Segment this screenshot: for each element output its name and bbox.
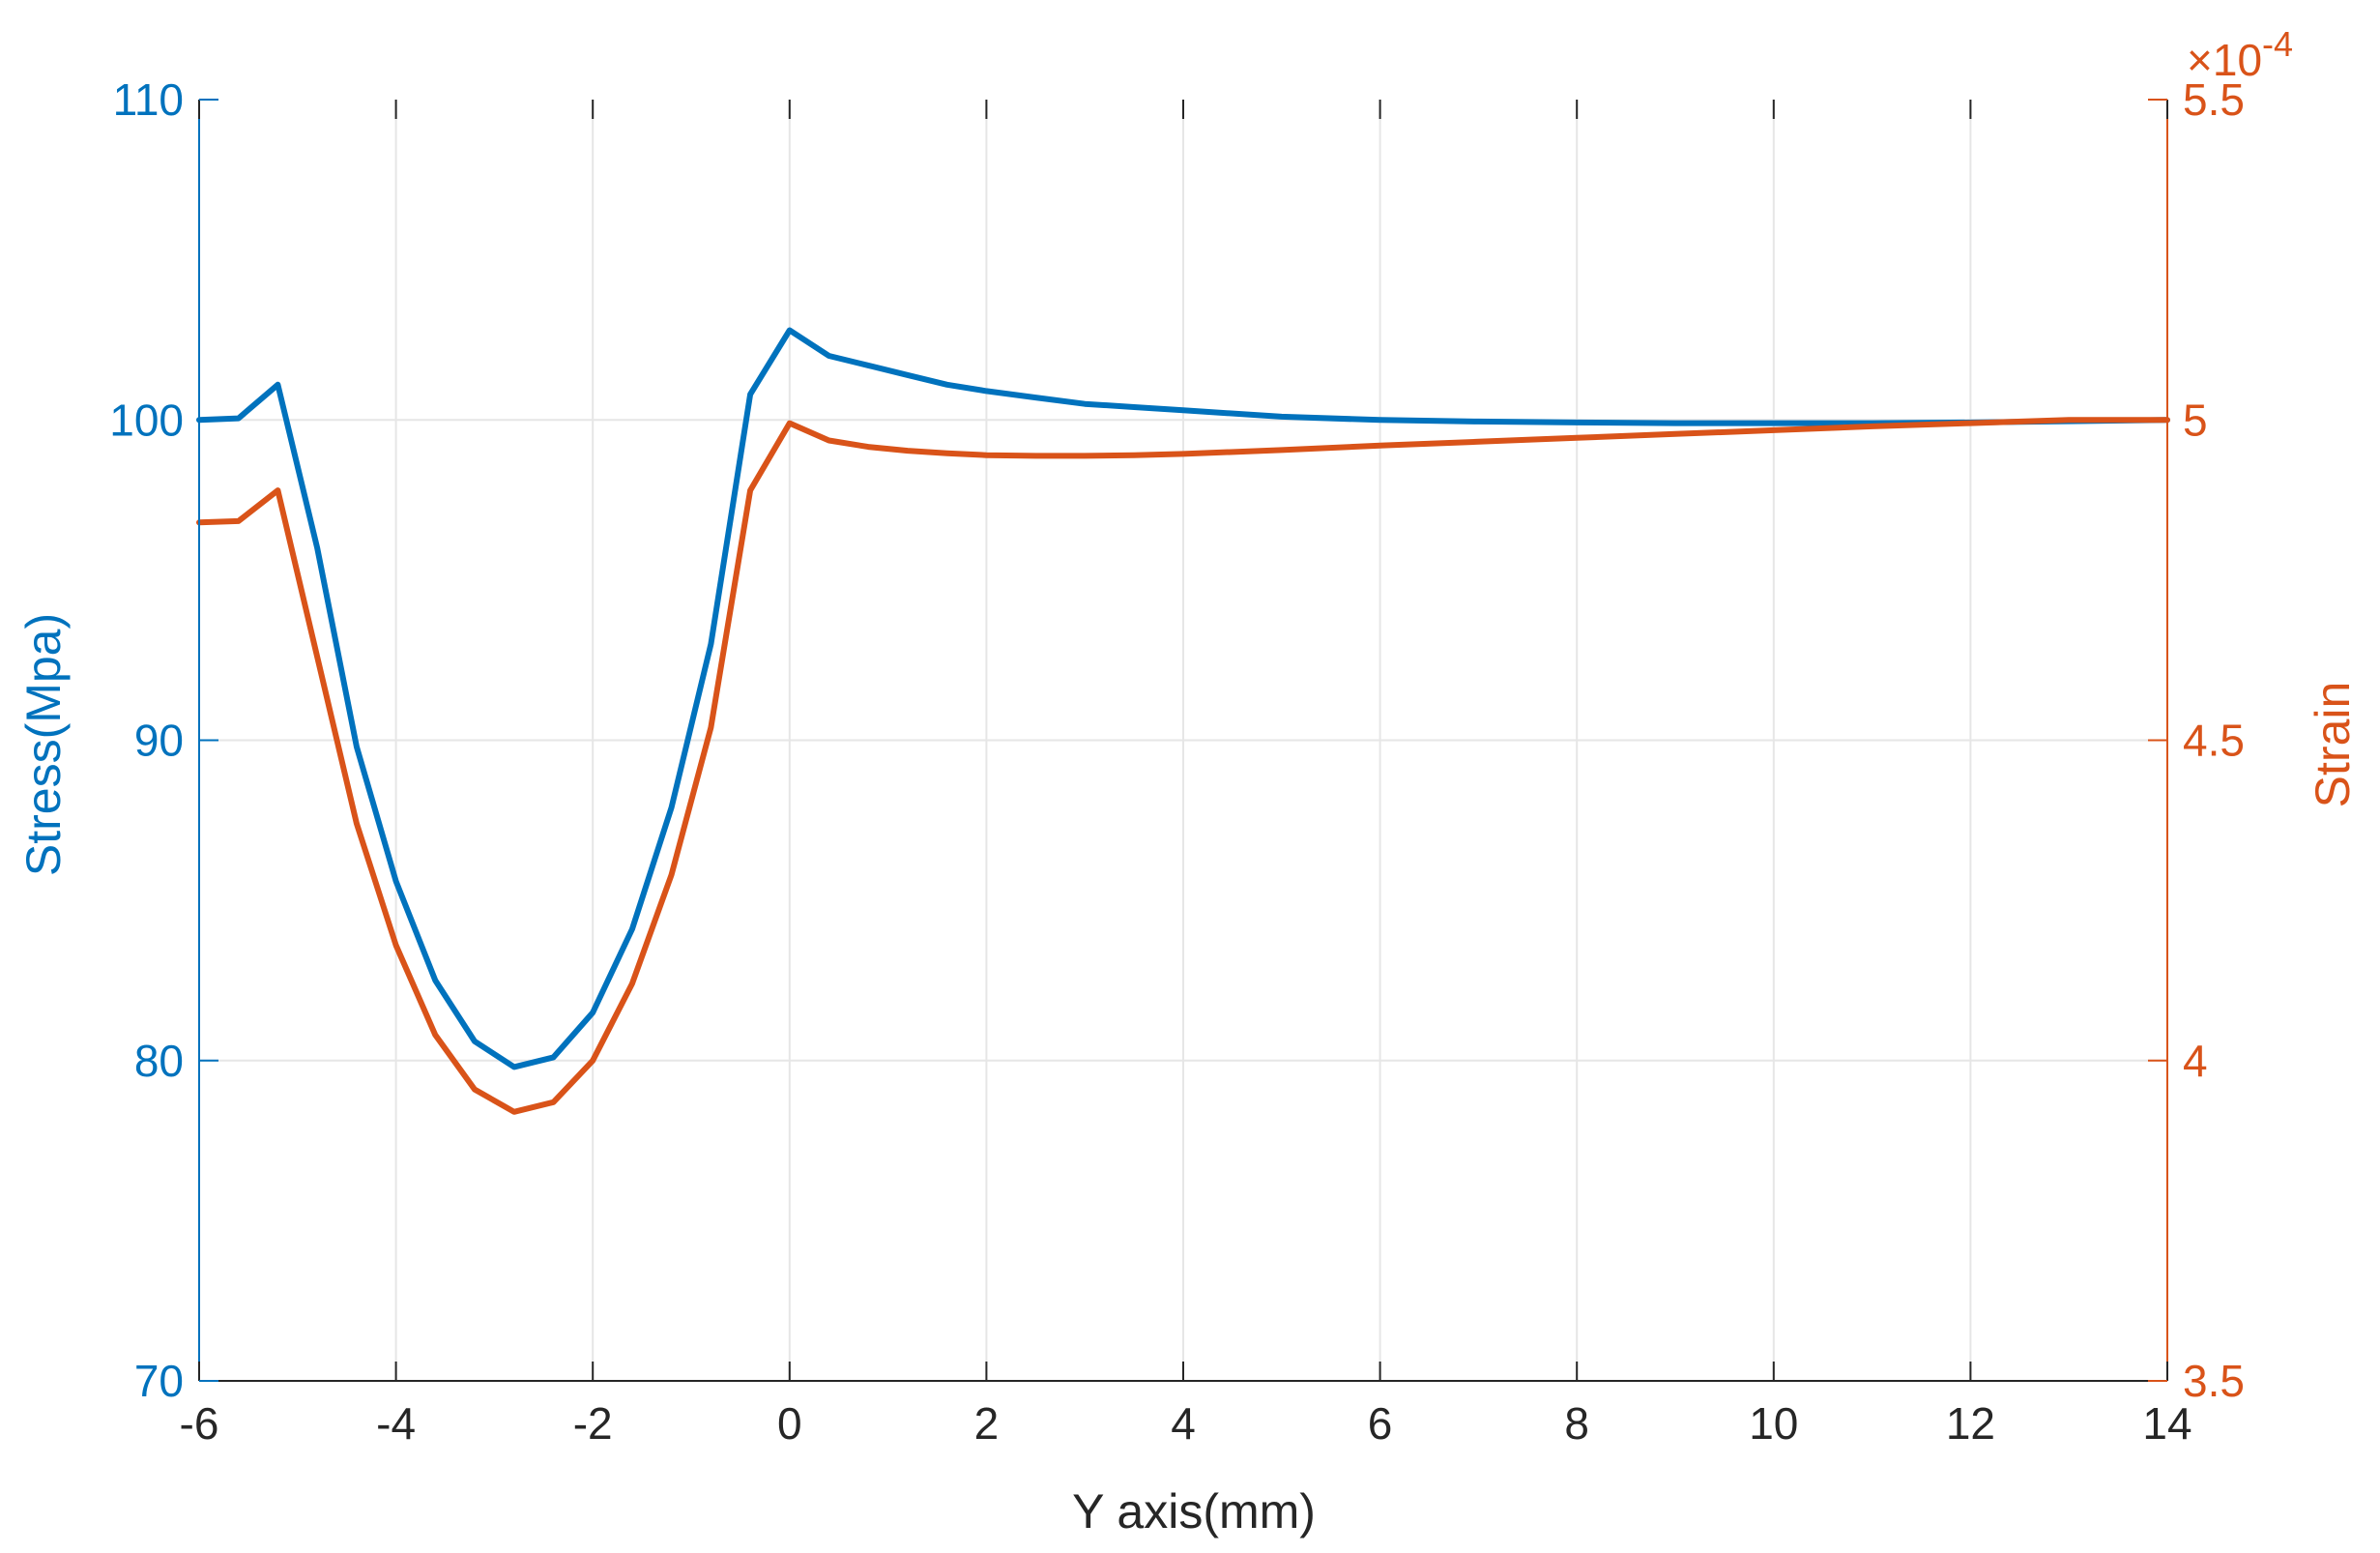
y-left-tick-label: 80 [134,1036,184,1086]
x-tick-label: -4 [376,1398,416,1449]
right-axis-exponent-power: -4 [2262,24,2293,64]
y-left-tick-label: 100 [109,395,184,445]
x-tick-label: 0 [777,1398,802,1449]
y-left-axis-title: Stress(Mpa) [16,613,71,876]
series-lines [196,327,2170,1115]
x-tick-label: 4 [1171,1398,1196,1449]
x-tick-label: 8 [1564,1398,1589,1449]
x-tick-label: 10 [1749,1398,1798,1449]
right-axis-exponent-base: ×10 [2187,35,2262,85]
x-tick-label: 14 [2142,1398,2191,1449]
y-right-axis-title: Strain [2306,682,2360,808]
y-right-tick-label: 3.5 [2183,1356,2245,1406]
x-tick-label: 2 [974,1398,1000,1449]
y-right-tick-label: 5 [2183,395,2208,445]
y-right-tick-label: 4 [2183,1036,2208,1086]
strain-series-line [196,417,2170,1115]
x-tick-label: 12 [1946,1398,1995,1449]
x-tick-label: 6 [1368,1398,1393,1449]
x-tick-label: -6 [180,1398,219,1449]
x-tick-label: -2 [573,1398,613,1449]
tick-labels: -6 -4 -2 0 2 4 6 8 10 12 14 70 80 90 100 110 3.5 4 4.5 5 5.5 [109,74,2245,1449]
grid [199,100,2167,1381]
stress-series-line [196,327,2170,1070]
x-axis-title: Y axis(mm) [1072,1484,1316,1538]
axes [198,99,2168,1382]
y-right-tick-label: 5.5 [2183,74,2245,125]
y-left-tick-label: 110 [113,74,184,125]
y-left-tick-label: 70 [134,1356,184,1406]
right-axis-exponent: ×10-4 [2187,24,2293,85]
y-right-tick-label: 4.5 [2183,716,2245,766]
y-left-tick-label: 90 [134,716,184,766]
